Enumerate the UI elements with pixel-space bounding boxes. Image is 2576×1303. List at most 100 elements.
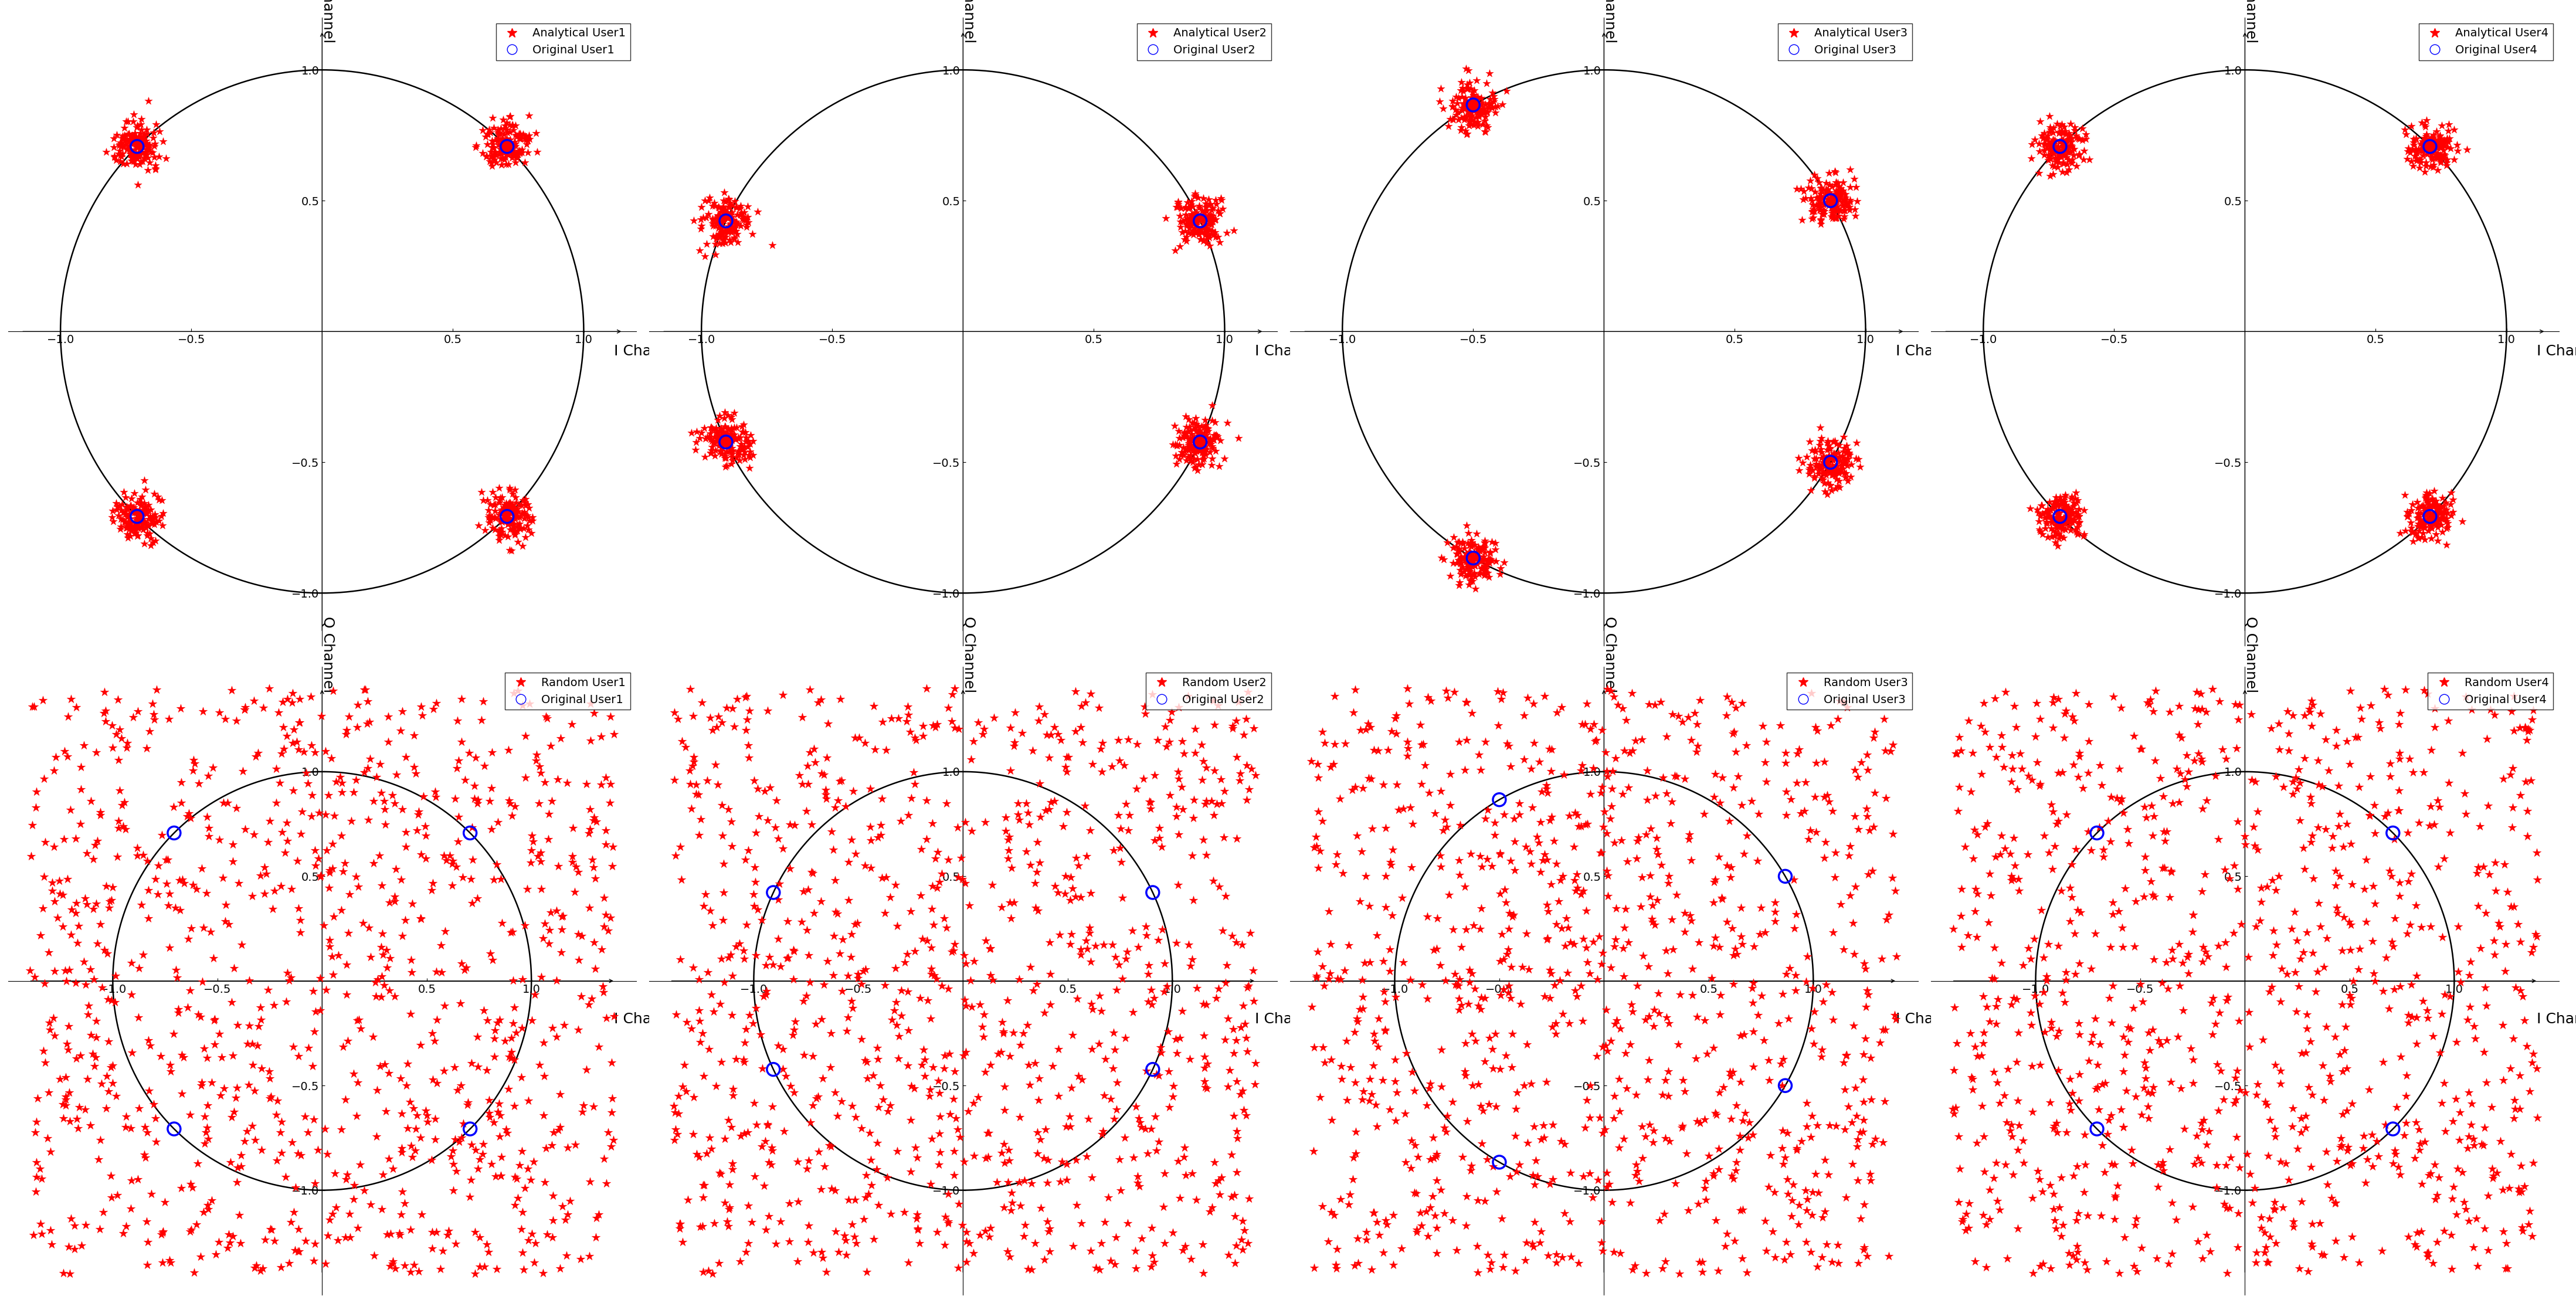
Point	[1595, 898, 1636, 919]
Point	[2105, 1080, 2146, 1101]
Point	[2419, 509, 2460, 530]
Point	[1437, 87, 1479, 108]
Point	[482, 512, 523, 533]
Point	[1811, 800, 1852, 821]
Point	[57, 893, 98, 913]
Point	[1082, 1001, 1123, 1022]
Point	[2365, 805, 2406, 826]
Point	[2032, 498, 2074, 519]
Point	[2406, 134, 2447, 155]
Point	[711, 443, 752, 464]
Point	[100, 494, 142, 515]
Point	[1569, 783, 1610, 804]
Point	[531, 736, 572, 757]
Point	[2048, 503, 2089, 524]
Point	[2038, 122, 2079, 143]
Point	[2038, 536, 2079, 556]
Point	[703, 882, 744, 903]
Point	[2056, 155, 2097, 176]
Point	[1793, 460, 1834, 481]
Point	[108, 111, 149, 132]
Point	[435, 1233, 477, 1253]
Point	[721, 434, 762, 455]
Point	[1801, 452, 1842, 473]
Point	[147, 895, 188, 916]
Point	[502, 503, 544, 524]
Point	[1440, 994, 1481, 1015]
Point	[1566, 814, 1607, 835]
Point	[28, 1012, 70, 1033]
Point	[23, 689, 64, 710]
Point	[1172, 437, 1213, 457]
Point	[121, 129, 162, 150]
Point	[1494, 1260, 1535, 1281]
Point	[1216, 1127, 1257, 1148]
Point	[1180, 434, 1221, 455]
Point	[332, 1063, 374, 1084]
Point	[2182, 748, 2223, 769]
Point	[1332, 1169, 1373, 1190]
Point	[2058, 513, 2099, 534]
Point	[2411, 504, 2452, 525]
Point	[482, 502, 523, 523]
Point	[2045, 486, 2087, 507]
Point	[2218, 878, 2259, 899]
Point	[1754, 911, 1795, 932]
Point	[118, 1007, 160, 1028]
Point	[824, 1225, 866, 1246]
Point	[2187, 1225, 2228, 1246]
Point	[479, 1093, 520, 1114]
Point	[312, 857, 353, 878]
Point	[2040, 511, 2081, 532]
Point	[1059, 855, 1100, 876]
Point	[2403, 128, 2445, 149]
Point	[999, 1035, 1041, 1055]
Point	[417, 1072, 459, 1093]
Point	[2277, 778, 2318, 799]
Point	[1303, 1053, 1345, 1074]
Point	[1455, 98, 1497, 119]
Point	[1479, 1152, 1520, 1173]
Point	[2512, 1044, 2553, 1065]
Point	[1814, 464, 1855, 485]
Point	[1190, 215, 1231, 236]
Point	[2409, 130, 2450, 151]
Point	[1097, 1072, 1139, 1093]
Point	[1821, 195, 1862, 216]
Point	[2130, 1083, 2172, 1104]
Point	[1595, 1014, 1636, 1035]
Point	[2030, 491, 2071, 512]
Point	[309, 877, 350, 898]
Point	[1419, 547, 1461, 568]
Point	[1175, 718, 1216, 739]
Point	[2303, 1244, 2344, 1265]
Point	[2504, 1010, 2545, 1031]
Point	[976, 1044, 1018, 1065]
Point	[482, 129, 523, 150]
Point	[1453, 556, 1494, 577]
Point	[1486, 943, 1528, 964]
Point	[1445, 87, 1486, 108]
Point	[654, 770, 696, 791]
Point	[1819, 460, 1860, 481]
Point	[2439, 1130, 2481, 1151]
Point	[502, 1242, 544, 1263]
Point	[2259, 992, 2300, 1012]
Point	[1450, 530, 1492, 551]
Point	[708, 216, 750, 237]
Point	[425, 850, 466, 870]
Point	[1860, 949, 1901, 969]
Point	[314, 805, 355, 826]
Point	[703, 421, 744, 442]
Point	[2226, 1144, 2267, 1165]
Point	[963, 1221, 1005, 1242]
Point	[2375, 1144, 2416, 1165]
Point	[2509, 770, 2550, 791]
Point	[1814, 184, 1855, 205]
Point	[489, 107, 531, 128]
Point	[1605, 899, 1646, 920]
Point	[2092, 1012, 2133, 1033]
Point	[1950, 782, 1991, 803]
Point	[1162, 799, 1203, 820]
Point	[708, 215, 750, 236]
